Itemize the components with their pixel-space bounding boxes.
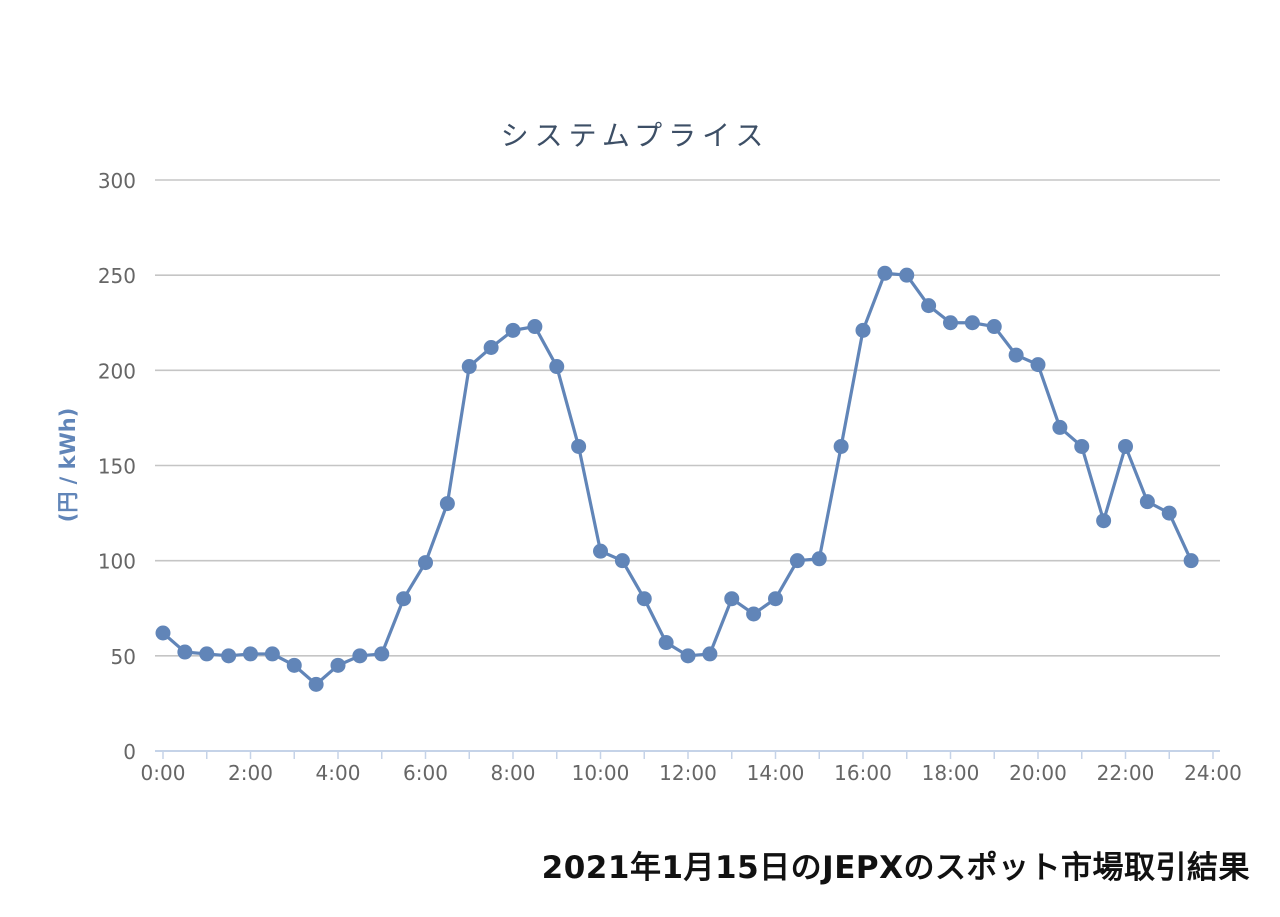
data-point bbox=[505, 322, 521, 338]
x-tick-label: 22:00 bbox=[1097, 761, 1155, 785]
data-point bbox=[921, 298, 937, 314]
y-tick-labels: 0 50 100 150 200 250 300 bbox=[98, 169, 136, 764]
x-tick-label: 10:00 bbox=[572, 761, 630, 785]
x-tick-label: 18:00 bbox=[922, 761, 980, 785]
data-point bbox=[308, 676, 324, 692]
data-point bbox=[964, 315, 980, 331]
data-point bbox=[943, 315, 958, 331]
data-point bbox=[155, 625, 171, 641]
data-point bbox=[746, 606, 762, 622]
data-point bbox=[549, 359, 565, 375]
data-point bbox=[330, 657, 346, 673]
y-tick-label: 200 bbox=[98, 359, 136, 383]
y-tick-label: 50 bbox=[111, 645, 136, 669]
data-point bbox=[855, 322, 871, 338]
y-tick-label: 150 bbox=[98, 455, 136, 479]
data-point bbox=[1052, 419, 1068, 435]
system-price-chart: システムプライス (円 / kWh) 0 50 100 150 200 250 300 0:… bbox=[56, 119, 1242, 785]
data-point bbox=[789, 553, 805, 569]
y-axis-label: (円 / kWh) bbox=[56, 408, 80, 523]
x-tick-label: 24:00 bbox=[1184, 761, 1242, 785]
x-tick-label: 0:00 bbox=[141, 761, 186, 785]
data-point bbox=[199, 646, 215, 662]
data-point bbox=[396, 591, 412, 607]
caption: 2021年1月15日のJEPXのスポット市場取引結果 bbox=[541, 850, 1250, 886]
data-point bbox=[1030, 357, 1046, 373]
data-point bbox=[680, 648, 696, 664]
y-tick-label: 300 bbox=[98, 169, 136, 193]
data-point bbox=[264, 646, 280, 662]
data-point bbox=[243, 646, 258, 662]
data-point bbox=[483, 339, 499, 355]
x-tick-label: 20:00 bbox=[1009, 761, 1067, 785]
data-point bbox=[418, 555, 433, 571]
y-tick-label: 100 bbox=[98, 550, 136, 574]
data-point bbox=[658, 635, 674, 651]
x-tick-label: 6:00 bbox=[403, 761, 448, 785]
data-point bbox=[571, 438, 587, 454]
data-point bbox=[768, 591, 783, 607]
series-line bbox=[161, 271, 1193, 686]
x-tick-label: 12:00 bbox=[659, 761, 717, 785]
gridlines bbox=[155, 179, 1220, 657]
data-point bbox=[877, 265, 893, 281]
x-axis: 0:00 2:00 4:00 6:00 8:00 10:00 12:00 14:00 16:00… bbox=[141, 750, 1242, 785]
data-point bbox=[1074, 438, 1090, 454]
data-point bbox=[352, 648, 368, 664]
data-point bbox=[899, 267, 915, 283]
data-point bbox=[1161, 505, 1177, 521]
data-point bbox=[1139, 494, 1155, 510]
x-tick-label: 2:00 bbox=[228, 761, 273, 785]
data-point bbox=[286, 657, 302, 673]
data-point bbox=[724, 591, 740, 607]
data-point bbox=[702, 646, 718, 662]
data-point bbox=[1008, 347, 1024, 363]
data-point bbox=[593, 543, 608, 559]
x-tick-label: 16:00 bbox=[834, 761, 892, 785]
data-point bbox=[1183, 553, 1199, 569]
data-point bbox=[811, 551, 827, 567]
data-point bbox=[374, 646, 390, 662]
data-point bbox=[636, 591, 652, 607]
x-tick-label: 4:00 bbox=[316, 761, 361, 785]
data-point bbox=[1096, 513, 1112, 529]
data-point bbox=[1118, 438, 1133, 454]
data-point bbox=[461, 359, 477, 375]
data-point bbox=[177, 644, 193, 660]
data-point bbox=[986, 319, 1002, 335]
data-point bbox=[833, 438, 849, 454]
y-tick-label: 0 bbox=[123, 740, 136, 764]
series-system-price bbox=[155, 265, 1199, 692]
x-tick-label: 14:00 bbox=[747, 761, 805, 785]
x-tick-label: 8:00 bbox=[491, 761, 536, 785]
data-point bbox=[221, 648, 237, 664]
y-tick-label: 250 bbox=[98, 264, 136, 288]
data-point bbox=[527, 319, 543, 335]
chart-title: システムプライス bbox=[501, 119, 770, 152]
data-point bbox=[439, 496, 455, 512]
data-point bbox=[614, 553, 630, 569]
